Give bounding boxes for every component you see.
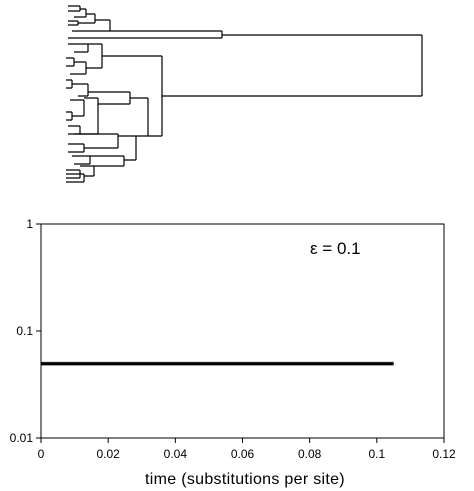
tree-branch (162, 34, 423, 97)
series-layer (41, 361, 394, 366)
x-tick-label: 0.04 (164, 447, 188, 461)
tree-branch (80, 165, 95, 177)
y-tick-label: 1 (26, 217, 33, 231)
tree-branch (118, 135, 137, 161)
line-chart: 0 0.02 0.04 0.06 0.08 0.1 0.12 0.01 0.1 1 ε = 0.… (10, 217, 456, 488)
x-axis-title: time (substitutions per site) (145, 471, 345, 488)
x-tick-label: 0.06 (231, 447, 255, 461)
x-axis-ticks: 0 0.02 0.04 0.06 0.08 0.1 0.12 (38, 438, 456, 461)
tree-branch (68, 5, 81, 12)
tree-branch (86, 43, 103, 69)
tree-branch (68, 20, 79, 26)
x-tick-label: 0 (38, 447, 45, 461)
tree-branch (68, 30, 223, 39)
x-tick-label: 0.08 (298, 447, 322, 461)
tree-branch (68, 125, 81, 135)
x-tick-label: 0.12 (432, 447, 456, 461)
tree-branch (74, 8, 87, 18)
tree-branch (68, 43, 89, 53)
x-tick-label: 0.02 (96, 447, 120, 461)
tree-branch (66, 57, 75, 67)
plot-frame (40, 223, 445, 439)
tree-branch (78, 13, 96, 24)
y-tick-label: 0.1 (16, 324, 33, 338)
epsilon-annotation: ε = 0.1 (310, 239, 361, 258)
tree-branch (72, 83, 89, 97)
tree-branch (68, 143, 85, 153)
x-tick-label: 0.1 (368, 447, 385, 461)
tree-branch (72, 19, 111, 32)
y-tick-label: 0.01 (10, 431, 34, 445)
tree-branch (66, 79, 73, 89)
tree-branch (70, 61, 87, 75)
tree-branch (102, 55, 163, 137)
tree-branch (90, 155, 125, 167)
tree-branch (70, 99, 85, 117)
tree-branch (66, 111, 73, 121)
phylogenetic-tree (66, 5, 423, 183)
tree-branch (72, 155, 91, 165)
tree-branch (66, 173, 85, 183)
tree-branch (74, 133, 119, 149)
tree-branch (130, 97, 149, 137)
tree-branch (88, 91, 131, 105)
y-axis-ticks: 0.01 0.1 1 (10, 217, 41, 445)
